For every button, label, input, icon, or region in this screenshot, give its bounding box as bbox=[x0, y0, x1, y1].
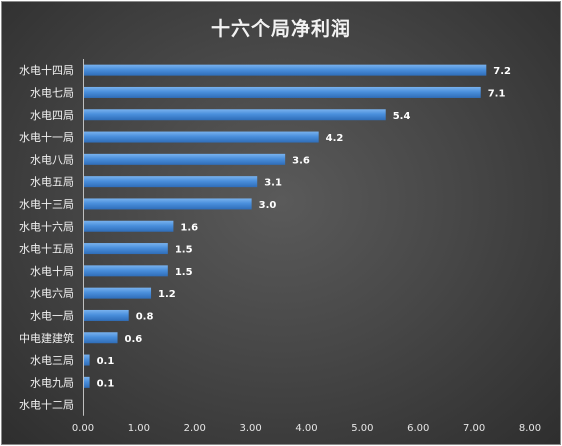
x-tick-label: 0.00 bbox=[72, 423, 94, 434]
x-tick-label: 8.00 bbox=[519, 423, 541, 434]
category-label: 水电十四局 bbox=[19, 63, 74, 77]
category-label: 水电十三局 bbox=[19, 197, 74, 211]
category-label: 水电十局 bbox=[30, 264, 74, 278]
bar bbox=[84, 176, 258, 188]
category-label: 水电五局 bbox=[30, 176, 74, 189]
data-label: 3.1 bbox=[264, 178, 282, 189]
x-tick-label: 3.00 bbox=[239, 423, 261, 434]
data-label: 3.0 bbox=[259, 200, 277, 211]
bar bbox=[84, 265, 168, 277]
bar bbox=[84, 109, 386, 121]
data-label: 0.1 bbox=[97, 378, 115, 389]
data-label: 7.2 bbox=[493, 66, 511, 77]
data-label: 3.6 bbox=[292, 155, 310, 166]
x-tick-label: 2.00 bbox=[184, 423, 206, 434]
bar bbox=[84, 243, 168, 255]
bar bbox=[84, 376, 90, 388]
bar bbox=[84, 354, 90, 366]
bar bbox=[84, 309, 129, 321]
data-label: 1.5 bbox=[175, 267, 193, 278]
x-tick-label: 6.00 bbox=[407, 423, 429, 434]
bar bbox=[84, 86, 481, 98]
category-label: 水电十五局 bbox=[19, 242, 74, 256]
x-tick-label: 4.00 bbox=[295, 423, 317, 434]
category-label: 水电八局 bbox=[30, 153, 74, 166]
data-label: 0.1 bbox=[97, 356, 115, 367]
category-label: 水电六局 bbox=[30, 287, 74, 300]
bar bbox=[84, 198, 252, 210]
data-label: 1.6 bbox=[180, 222, 198, 233]
category-label: 水电四局 bbox=[30, 109, 74, 122]
bar bbox=[84, 64, 487, 76]
data-label: 4.2 bbox=[326, 133, 344, 144]
data-label: 1.2 bbox=[158, 289, 176, 300]
data-label: 5.4 bbox=[393, 111, 411, 122]
x-tick-label: 1.00 bbox=[128, 423, 150, 434]
category-label: 水电十六局 bbox=[19, 219, 74, 233]
category-label: 水电七局 bbox=[30, 86, 74, 99]
data-label: 7.1 bbox=[488, 88, 506, 99]
x-tick-label: 5.00 bbox=[351, 423, 373, 434]
category-label: 水电十二局 bbox=[19, 398, 74, 412]
data-label: 0.6 bbox=[125, 334, 143, 345]
bar bbox=[84, 153, 286, 165]
x-tick-label: 7.00 bbox=[463, 423, 485, 434]
category-label: 水电十一局 bbox=[19, 130, 74, 144]
category-label: 水电三局 bbox=[30, 354, 74, 367]
category-label: 中电建建筑 bbox=[19, 331, 74, 345]
bar bbox=[84, 332, 118, 344]
data-label: 0.8 bbox=[136, 311, 154, 322]
data-label: 1.5 bbox=[175, 245, 193, 256]
bar bbox=[84, 287, 152, 299]
bar bbox=[84, 131, 319, 143]
category-label: 水电九局 bbox=[30, 376, 74, 389]
chart-title: 十六个局净利润 bbox=[210, 18, 351, 40]
category-label: 水电一局 bbox=[30, 309, 74, 322]
bar bbox=[84, 220, 174, 232]
